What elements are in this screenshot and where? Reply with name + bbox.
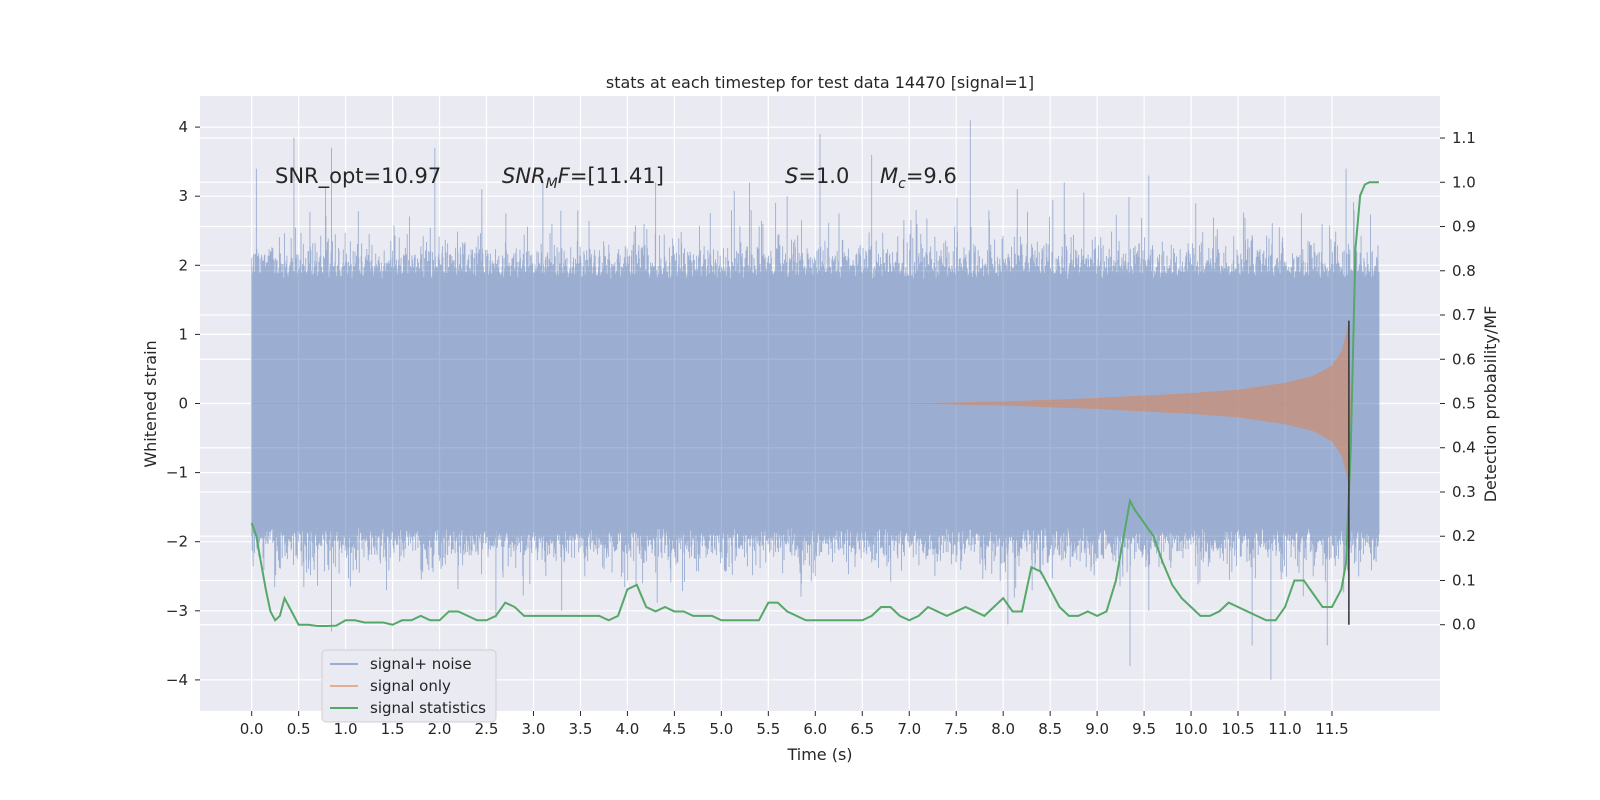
series-signal-statistics [250, 181, 1379, 628]
x-tick-label: 6.0 [803, 720, 827, 738]
y2-tick-label: 0.3 [1452, 483, 1476, 501]
x-tick-label: 8.5 [1038, 720, 1062, 738]
snr-mf-symbol: SNR [502, 164, 546, 188]
y2-tick-label: 0.1 [1452, 571, 1476, 589]
x-tick-label: 9.5 [1132, 720, 1156, 738]
x-tick-label: 4.5 [662, 720, 686, 738]
x-tick-label: 0.5 [287, 720, 311, 738]
x-tick-label: 11.5 [1315, 720, 1348, 738]
x-tick-label: 10.0 [1174, 720, 1207, 738]
y2-tick-label: 0.8 [1452, 262, 1476, 280]
y2-tick-label: 0.9 [1452, 218, 1476, 236]
x-tick-label: 3.5 [569, 720, 593, 738]
x-tick-label: 3.0 [522, 720, 546, 738]
x-tick-label: 2.5 [475, 720, 499, 738]
chart-title: stats at each timestep for test data 144… [606, 73, 1034, 92]
signal-statistics-line [250, 181, 1379, 628]
y-tick-label: −2 [166, 533, 188, 551]
y2-tick-label: 0.0 [1452, 616, 1476, 634]
annotation-snr-opt: SNR_opt=10.97 [275, 164, 441, 189]
y2-axis-ticks: 1.1 1.0 0.9 0.8 0.7 0.6 0.5 0.4 0.3 0.2 0.1 0.0 [1440, 129, 1476, 634]
snr-mf-subscript: M [546, 176, 558, 192]
y-tick-label: −4 [166, 671, 188, 689]
x-tick-label: 1.5 [381, 720, 405, 738]
legend: signal+ noise signal only signal statist… [321, 649, 497, 723]
x-axis-label: Time (s) [786, 745, 852, 764]
x-axis-ticks: 0.0 0.5 1.0 1.5 2.0 2.5 3.0 3.5 4.0 4.5 5.0 5.5 6.0 6… [240, 711, 1349, 738]
x-tick-label: 4.0 [615, 720, 639, 738]
y-tick-label: −1 [166, 464, 188, 482]
snr-mf-f: F [558, 164, 571, 188]
y2-axis-label: Detection probability/MF [1481, 306, 1500, 503]
x-tick-label: 7.5 [944, 720, 968, 738]
y-tick-label: 4 [178, 118, 188, 136]
y2-tick-label: 1.1 [1452, 129, 1476, 147]
y2-tick-label: 0.4 [1452, 439, 1476, 457]
x-tick-label: 7.0 [897, 720, 921, 738]
s-value: =1.0 [798, 164, 849, 188]
mc-subscript: c [898, 176, 906, 192]
x-tick-label: 5.0 [709, 720, 733, 738]
series-signal-only [251, 320, 1351, 487]
x-tick-label: 11.0 [1268, 720, 1301, 738]
legend-box [321, 649, 497, 723]
x-tick-label: 2.0 [428, 720, 452, 738]
mc-symbol: M [880, 164, 898, 188]
y2-tick-label: 0.5 [1452, 395, 1476, 413]
x-tick-label: 10.5 [1221, 720, 1254, 738]
y-tick-label: 3 [178, 187, 188, 205]
legend-label-signal-only: signal only [370, 677, 451, 695]
y2-tick-label: 0.7 [1452, 306, 1476, 324]
y-axis-label: Whitened strain [141, 340, 160, 467]
y-tick-label: 0 [178, 395, 188, 413]
y-tick-label: −3 [166, 602, 188, 620]
x-tick-label: 0.0 [240, 720, 264, 738]
y-tick-label: 1 [178, 325, 188, 343]
x-tick-label: 8.0 [991, 720, 1015, 738]
s-symbol: S [785, 164, 798, 188]
x-tick-label: 6.5 [850, 720, 874, 738]
y2-tick-label: 0.6 [1452, 350, 1476, 368]
legend-label-signal-noise: signal+ noise [370, 655, 472, 673]
y-axis-ticks: 4 3 2 1 0 −1 −2 −3 −4 [166, 118, 200, 689]
x-tick-label: 1.0 [334, 720, 358, 738]
annotation-group: SNR_opt=10.97 SNRMF=[11.41] S=1.0 Mc=9.6 [275, 164, 957, 192]
y2-tick-label: 0.2 [1452, 527, 1476, 545]
x-tick-label: 9.0 [1085, 720, 1109, 738]
annotation-snr-mf: SNRMF=[11.41] [502, 164, 664, 192]
y-tick-label: 2 [178, 256, 188, 274]
y2-tick-label: 1.0 [1452, 173, 1476, 191]
mc-value: =9.6 [906, 164, 957, 188]
legend-label-signal-statistics: signal statistics [370, 699, 486, 717]
annotation-s: S=1.0 [785, 164, 849, 188]
x-tick-label: 5.5 [756, 720, 780, 738]
snr-mf-value: =[11.41] [570, 164, 664, 188]
annotation-mc: Mc=9.6 [880, 164, 957, 192]
